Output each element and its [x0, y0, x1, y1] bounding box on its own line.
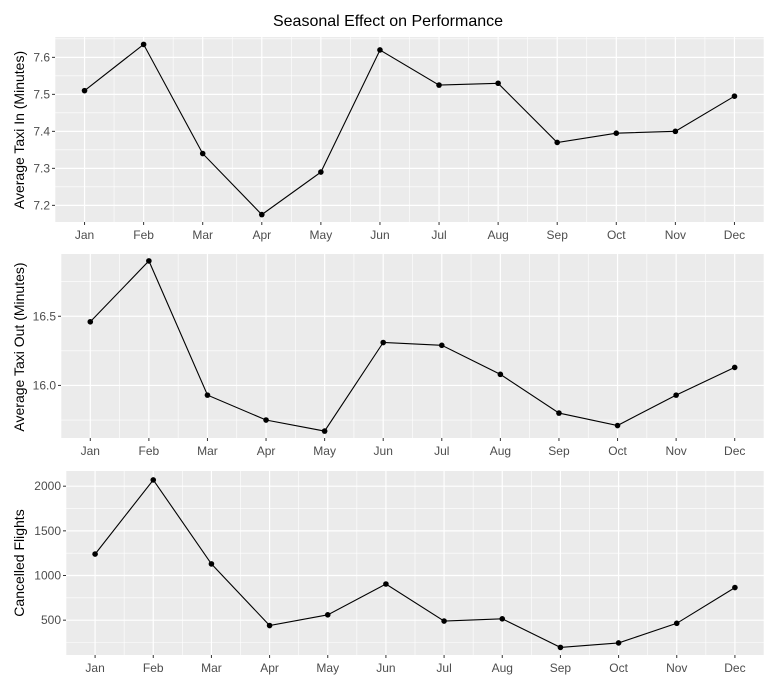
y-axis-label: Average Taxi Out (Minutes) [11, 262, 27, 431]
x-tick-label: Aug [490, 444, 511, 458]
data-point [438, 342, 445, 349]
data-point [199, 150, 206, 157]
x-tick-label: Jun [374, 444, 393, 458]
data-point [81, 87, 88, 94]
data-point [92, 551, 98, 557]
data-point [140, 41, 147, 48]
x-tick-label: Jun [370, 228, 389, 242]
panel-taxi-in: Average Taxi In (Minutes) 7.27.37.47.57.… [11, 37, 765, 242]
data-point [556, 410, 562, 416]
data-point [87, 318, 94, 325]
data-point [380, 339, 387, 346]
data-point [146, 258, 152, 264]
y-tick-label: 16.0 [33, 378, 57, 392]
data-point [673, 620, 680, 627]
y-axis-label: Cancelled Flights [11, 509, 27, 616]
y-tick-label: 7.6 [33, 50, 50, 64]
data-point [441, 618, 447, 624]
x-tick-label: Nov [666, 661, 687, 675]
data-point [383, 581, 389, 587]
y-tick-label: 7.5 [33, 87, 50, 101]
data-point [499, 616, 506, 622]
x-tick-label: Oct [608, 444, 627, 458]
data-point [554, 139, 561, 146]
chart-title: Seasonal Effect on Performance [273, 13, 503, 30]
data-point [204, 392, 211, 398]
x-tick-label: Sep [548, 444, 570, 458]
x-tick-label: Aug [492, 661, 513, 675]
x-tick-label: Aug [487, 228, 508, 242]
x-tick-label: Feb [133, 228, 154, 242]
data-point [377, 47, 383, 53]
series-line [84, 43, 735, 216]
data-point [258, 211, 265, 218]
x-tick-label: Dec [724, 228, 745, 242]
y-tick-label: 7.4 [33, 124, 50, 138]
x-tick-label: May [310, 228, 333, 242]
x-tick-label: Mar [197, 444, 218, 458]
panel-taxi-out-marks: 16.0 16.5 Jan Feb Mar Apr May Jun Jul Aug Sep Oct No… [33, 254, 765, 458]
x-tick-label: Jul [436, 661, 451, 675]
data-point [613, 130, 620, 136]
y-tick-label: 7.2 [33, 198, 50, 212]
x-tick-label: Nov [665, 444, 686, 458]
data-point [495, 80, 501, 87]
x-tick-label: Sep [547, 228, 569, 242]
data-point [557, 644, 564, 651]
x-tick-label: Mar [201, 661, 222, 675]
data-point [731, 364, 738, 371]
x-tick-label: Jan [85, 661, 104, 675]
y-tick-label: 7.3 [33, 161, 50, 175]
x-tick-label: May [316, 661, 339, 675]
data-point [732, 584, 738, 591]
data-point [673, 392, 679, 398]
data-point [150, 477, 157, 483]
x-tick-label: Oct [609, 661, 628, 675]
x-tick-label: Feb [139, 444, 160, 458]
data-point [266, 622, 273, 629]
series-line [89, 259, 735, 432]
panel-cancelled-flights-marks: 500 1000 1500 2000 Jan Feb Mar Apr May Jun Jul Aug S… [34, 471, 765, 675]
x-tick-label: Apr [260, 661, 279, 675]
data-point [615, 640, 622, 646]
y-tick-label: 2000 [34, 479, 61, 493]
x-tick-label: Jan [81, 444, 100, 458]
data-point [208, 561, 215, 567]
data-point [324, 612, 331, 618]
x-tick-label: Dec [724, 444, 745, 458]
data-point [614, 422, 621, 429]
x-tick-label: Jan [75, 228, 94, 242]
y-axis-label: Average Taxi In (Minutes) [11, 51, 27, 209]
x-tick-label: Apr [252, 228, 271, 242]
x-tick-label: Jul [434, 444, 449, 458]
x-tick-label: Jun [376, 661, 395, 675]
data-point [672, 128, 679, 135]
x-tick-label: Nov [665, 228, 686, 242]
data-point [321, 428, 328, 434]
y-tick-label: 16.5 [33, 309, 57, 323]
series-line [94, 478, 736, 648]
x-tick-label: Dec [724, 661, 745, 675]
y-tick-label: 1000 [34, 569, 61, 583]
x-tick-label: Jul [431, 228, 446, 242]
panel-taxi-out: Average Taxi Out (Minutes) 16.0 16.5 Jan Fe… [11, 254, 765, 458]
data-point [318, 169, 324, 175]
x-tick-label: May [313, 444, 336, 458]
x-tick-label: Oct [607, 228, 626, 242]
data-point [263, 417, 269, 423]
data-point [731, 93, 738, 99]
panel-taxi-in-marks: 7.2 7.3 7.4 7.5 7.6 Jan Feb Mar Apr May Jun Jul Aug S… [33, 37, 765, 242]
data-point [436, 82, 442, 88]
y-tick-label: 1500 [34, 524, 61, 538]
x-tick-label: Sep [550, 661, 572, 675]
x-tick-label: Apr [257, 444, 276, 458]
x-tick-label: Mar [192, 228, 213, 242]
y-tick-label: 500 [41, 613, 61, 627]
panel-cancelled-flights: Cancelled Flights 500 1000 1500 2000 Jan Feb M… [11, 471, 765, 675]
x-tick-label: Feb [143, 661, 164, 675]
data-point [497, 371, 504, 378]
